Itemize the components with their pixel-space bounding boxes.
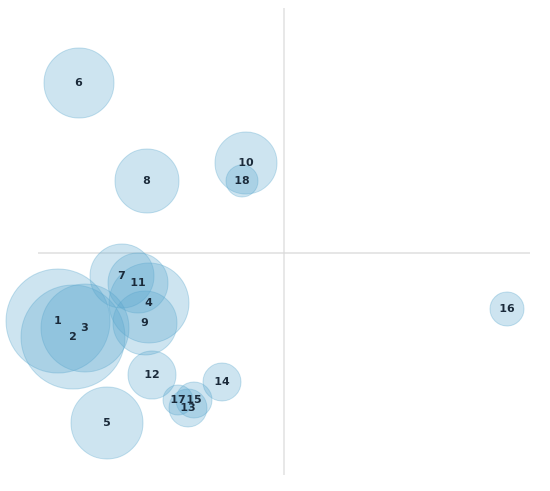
- bubble-label: 2: [69, 330, 77, 343]
- bubble-label: 1: [54, 314, 62, 327]
- bubble-label: 6: [75, 76, 83, 89]
- bubble-label: 14: [214, 375, 230, 388]
- bubble-label: 12: [144, 368, 159, 381]
- bubble-label: 18: [234, 174, 249, 187]
- bubble: [168, 388, 208, 428]
- bubble: [5, 268, 111, 374]
- bubble: [225, 164, 259, 198]
- bubble: [112, 290, 178, 356]
- bubble: [108, 262, 190, 344]
- bubble: [175, 381, 213, 419]
- bubble-label: 15: [186, 393, 201, 406]
- bubble-label: 17: [170, 393, 185, 406]
- bubble: [43, 47, 115, 119]
- bubble: [70, 386, 144, 460]
- bubble: [202, 362, 242, 402]
- bubble-label: 9: [141, 316, 149, 329]
- bubble: [127, 350, 177, 400]
- bubble-label: 10: [238, 156, 254, 169]
- bubble-label: 16: [499, 302, 515, 315]
- bubble: [107, 252, 169, 314]
- bubble-label: 13: [180, 401, 195, 414]
- bubble: [40, 283, 130, 373]
- bubble-label: 3: [81, 321, 89, 334]
- bubble-label: 11: [130, 276, 145, 289]
- bubble: [114, 148, 180, 214]
- bubble: [162, 384, 194, 416]
- bubble: [20, 284, 126, 390]
- bubble: [489, 291, 525, 327]
- bubble-label: 5: [103, 416, 111, 429]
- bubble-label: 7: [118, 269, 126, 282]
- bubble-label: 8: [143, 174, 151, 187]
- bubble: [214, 131, 278, 195]
- bubble: [89, 243, 155, 309]
- bubble-label: 4: [145, 296, 153, 309]
